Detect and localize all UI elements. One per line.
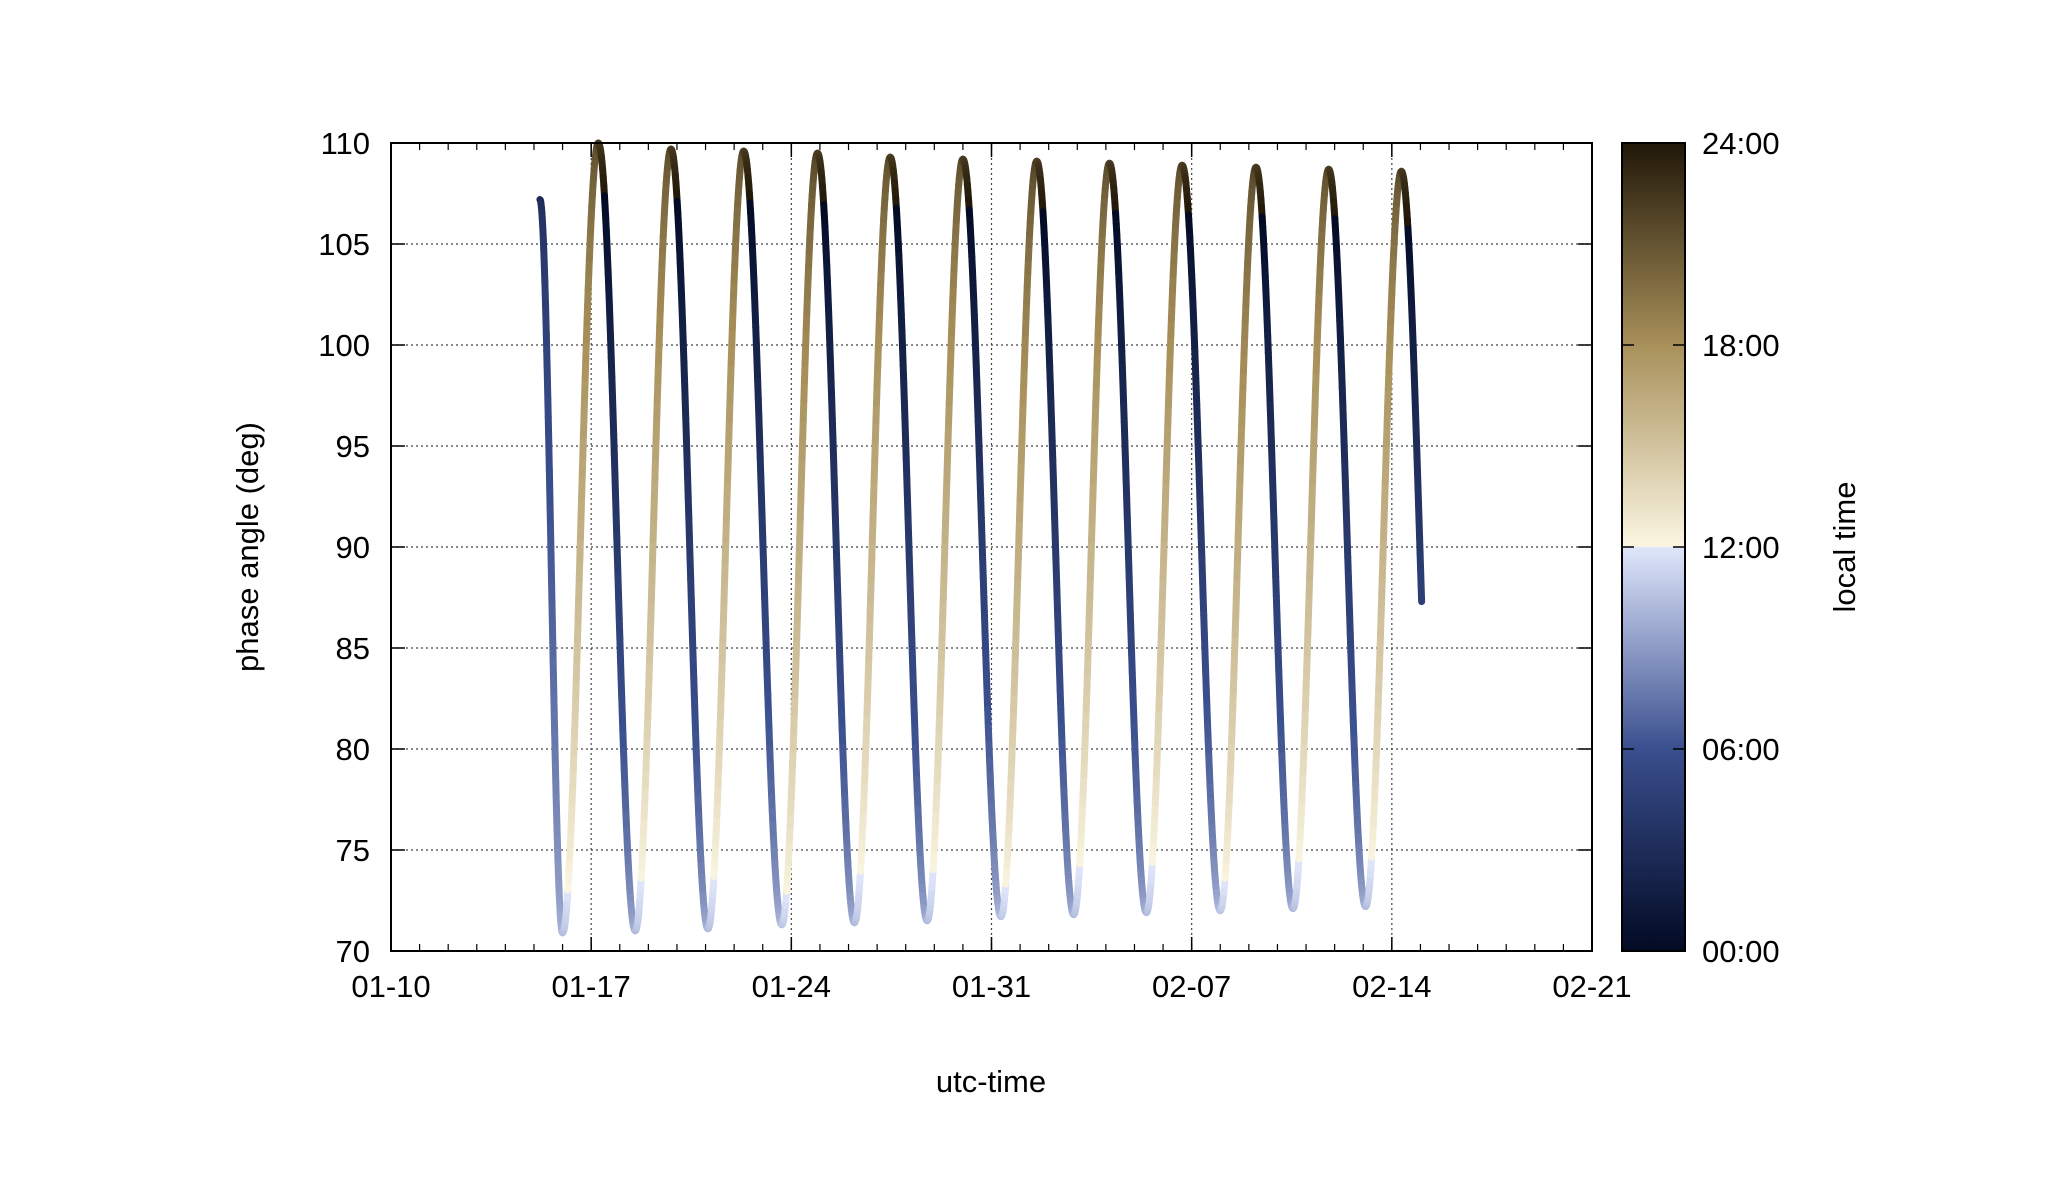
x-tick-label: 02-14	[1352, 969, 1431, 1004]
y-tick-label: 80	[336, 732, 370, 767]
y-tick-label: 100	[318, 328, 370, 363]
colorbar-tick-label: 18:00	[1702, 328, 1780, 363]
x-tick-label: 01-31	[952, 969, 1031, 1004]
y-tick-label: 85	[336, 631, 370, 666]
axis-ticks: 01-10 01-17 01-24 01-31 02-07 02-14 02-21 70 75 8…	[318, 126, 1631, 1004]
phase-angle-series	[536, 139, 1426, 937]
x-tick-label: 02-07	[1152, 969, 1231, 1004]
y-tick-label: 110	[321, 126, 370, 161]
y-tick-label: 105	[318, 227, 370, 262]
x-tick-label: 01-10	[351, 969, 430, 1004]
colorbar: 00:00 06:00 12:00 18:00 24:00	[1621, 126, 1780, 969]
colorbar-tick-label: 06:00	[1702, 732, 1780, 767]
colorbar-tick-label: 12:00	[1702, 530, 1780, 565]
y-tick-label: 95	[336, 429, 370, 464]
y-axis-title: phase angle (deg)	[230, 422, 265, 672]
x-tick-label: 01-17	[552, 969, 631, 1004]
colorbar-tick-label: 00:00	[1702, 934, 1780, 969]
colorbar-tick-label: 24:00	[1702, 126, 1780, 161]
y-tick-label: 90	[336, 530, 370, 565]
colorbar-title: local time	[1827, 482, 1862, 613]
x-tick-label: 01-24	[752, 969, 831, 1004]
series-segment	[1417, 582, 1426, 606]
y-tick-label: 75	[336, 833, 370, 868]
x-axis-title: utc-time	[936, 1064, 1046, 1099]
y-tick-label: 70	[336, 934, 370, 969]
x-tick-label: 02-21	[1552, 969, 1631, 1004]
